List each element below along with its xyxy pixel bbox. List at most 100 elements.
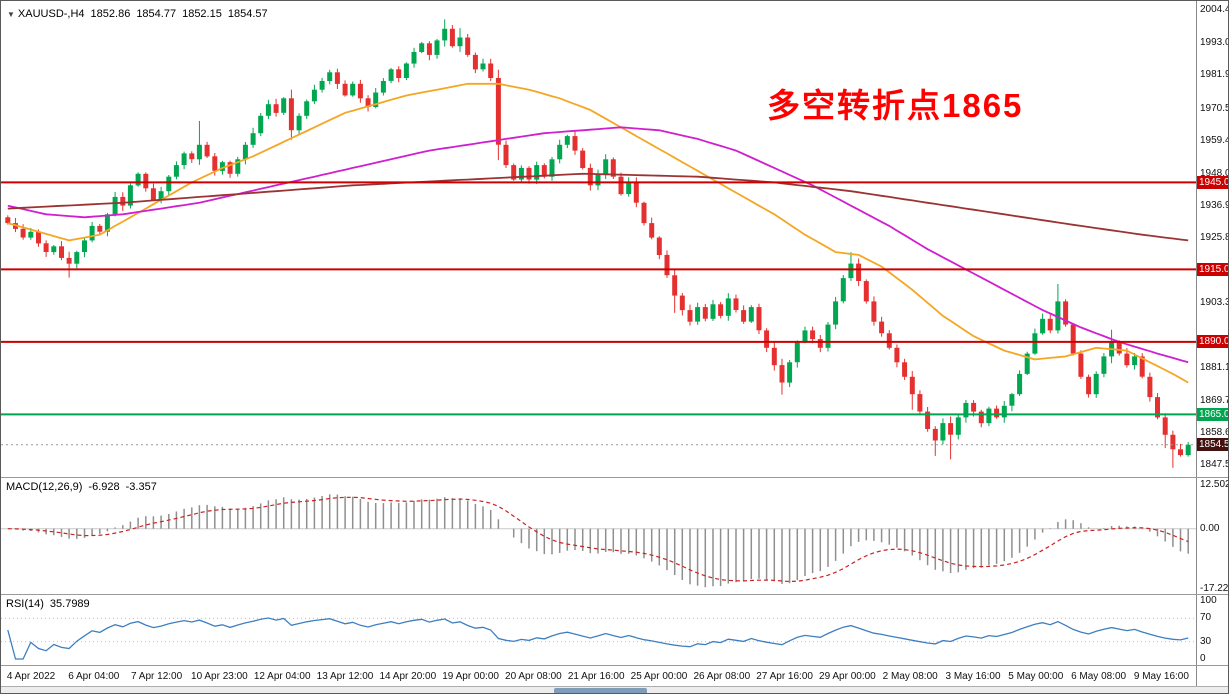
time-tick-label: 20 Apr 08:00: [505, 671, 562, 682]
candle-body: [1024, 353, 1030, 374]
candle-body: [158, 191, 164, 200]
ohlc-close-value: 1854.57: [227, 8, 268, 20]
candle-body: [641, 202, 647, 224]
time-tick-label: 6 Apr 04:00: [68, 671, 120, 682]
candle-body: [480, 63, 486, 70]
chart-canvas[interactable]: [1, 1, 1196, 686]
candle-body: [572, 136, 578, 151]
candle-body: [1001, 405, 1007, 418]
horizontal-scrollbar[interactable]: [1, 686, 1228, 693]
candle-body: [357, 83, 363, 99]
candle-body: [1017, 373, 1023, 395]
candle-body: [733, 298, 739, 310]
candle-body: [1101, 356, 1107, 374]
time-tick-label: 29 Apr 00:00: [819, 671, 876, 682]
candle-body: [442, 28, 448, 41]
candle-body: [396, 69, 402, 78]
time-tick-label: 27 Apr 16:00: [756, 671, 813, 682]
rsi-panel-header: RSI(14) 35.7989: [6, 598, 96, 610]
candle-body: [403, 63, 409, 78]
candle-body: [534, 165, 540, 180]
candle-body: [994, 408, 1000, 418]
candle-body: [82, 240, 87, 252]
candle-body: [503, 144, 509, 166]
candle-body: [1078, 353, 1084, 377]
candle-body: [242, 144, 248, 160]
candle-body: [932, 428, 938, 441]
candle-body: [1147, 376, 1153, 398]
chart-header: ▼ XAUUSD-,H4 1852.86 1854.77 1852.15 1854.57: [7, 8, 274, 20]
candle-body: [940, 423, 946, 441]
candle-body: [756, 307, 762, 331]
candle-body: [710, 304, 716, 319]
ohlc-low-value: 1852.15: [182, 8, 222, 20]
macd-main-value: -6.928: [88, 481, 120, 493]
candle-body: [848, 263, 854, 279]
candle-body: [802, 330, 808, 342]
rsi-tick-label: 70: [1200, 612, 1212, 624]
price-tick-label: 1981.90: [1200, 69, 1228, 81]
candle-body: [518, 167, 524, 180]
time-tick-label: 14 Apr 20:00: [379, 671, 437, 682]
symbol-dropdown-icon[interactable]: ▼: [7, 10, 15, 19]
price-axis[interactable]: 2004.40 1993.00 1981.90 1970.50 1959.40 1948.…: [1196, 1, 1228, 686]
candle-body: [1093, 373, 1099, 395]
candle-body: [948, 423, 954, 435]
candle-body: [702, 307, 708, 319]
price-level-label: 1865.00: [1197, 407, 1228, 421]
price-tick-label: 1970.50: [1200, 102, 1228, 114]
candle-body: [365, 98, 371, 107]
symbol-period-label: XAUUSD-,H4: [17, 8, 85, 20]
candle-body: [687, 310, 693, 322]
candle-body: [89, 225, 95, 241]
candle-body: [526, 167, 532, 180]
price-level-label: 1915.00: [1197, 262, 1228, 276]
candle-body: [1185, 444, 1191, 456]
candle-body: [587, 167, 593, 186]
candle-body: [350, 83, 356, 96]
candle-body: [748, 307, 754, 322]
candle-body: [909, 376, 915, 395]
candle-body: [1170, 434, 1176, 450]
candle-body: [779, 365, 785, 383]
time-tick-label: 9 May 16:00: [1133, 671, 1189, 682]
candle-body: [120, 196, 126, 206]
candle-body: [557, 144, 563, 160]
macd-panel-header: MACD(12,26,9) -6.928 -3.357: [6, 481, 163, 493]
time-tick-label: 26 Apr 08:00: [693, 671, 751, 682]
candle-body: [334, 72, 340, 84]
candle-body: [311, 89, 317, 102]
candle-body: [672, 275, 678, 296]
candle-body: [633, 182, 639, 203]
candle-body: [20, 228, 26, 238]
candle-body: [879, 321, 885, 334]
candle-body: [664, 254, 670, 276]
candle-body: [825, 324, 831, 348]
rsi-indicator-label: RSI(14): [6, 598, 44, 610]
candle-body: [1063, 301, 1069, 325]
candle-body: [963, 402, 969, 418]
candle-body: [1070, 324, 1076, 354]
macd-signal-line: [7, 496, 1189, 583]
candle-body: [319, 81, 325, 90]
candle-body: [595, 173, 601, 186]
candle-body: [212, 156, 218, 171]
time-tick-label: 12 Apr 04:00: [253, 671, 311, 682]
candle-body: [764, 330, 770, 348]
candle-body: [449, 28, 455, 47]
candle-body: [1155, 397, 1160, 418]
scrollbar-thumb[interactable]: [554, 688, 647, 693]
candle-body: [104, 214, 110, 232]
candle-body: [465, 37, 471, 55]
candle-body: [434, 40, 440, 55]
macd-rsi-separator[interactable]: [1, 594, 1228, 595]
ma-slow-line: [7, 172, 1189, 242]
price-tick-label: 1903.30: [1200, 297, 1228, 309]
time-axis[interactable]: 4 Apr 2022 6 Apr 04:00 7 Apr 12:00 10 Apr 2…: [1, 668, 1196, 686]
candle-body: [626, 182, 632, 194]
candle-body: [250, 133, 256, 145]
candle-body: [817, 339, 823, 348]
candle-body: [1178, 449, 1183, 456]
main-macd-separator[interactable]: [1, 477, 1228, 478]
main-chart-area[interactable]: [1, 1, 1196, 477]
